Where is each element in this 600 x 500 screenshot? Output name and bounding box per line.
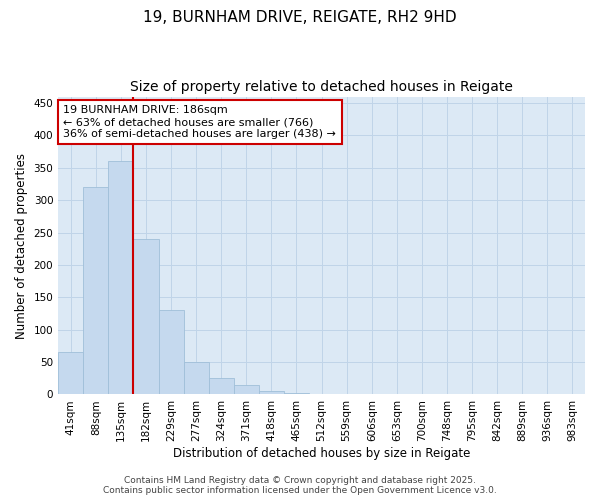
Bar bbox=[83, 187, 109, 394]
Bar bbox=[259, 391, 284, 394]
Bar bbox=[284, 393, 309, 394]
Bar bbox=[58, 352, 83, 395]
Bar bbox=[158, 310, 184, 394]
Text: Contains HM Land Registry data © Crown copyright and database right 2025.
Contai: Contains HM Land Registry data © Crown c… bbox=[103, 476, 497, 495]
Text: 19 BURNHAM DRIVE: 186sqm
← 63% of detached houses are smaller (766)
36% of semi-: 19 BURNHAM DRIVE: 186sqm ← 63% of detach… bbox=[64, 106, 337, 138]
Bar bbox=[209, 378, 234, 394]
Text: 19, BURNHAM DRIVE, REIGATE, RH2 9HD: 19, BURNHAM DRIVE, REIGATE, RH2 9HD bbox=[143, 10, 457, 25]
Bar bbox=[133, 239, 158, 394]
Y-axis label: Number of detached properties: Number of detached properties bbox=[15, 152, 28, 338]
Bar bbox=[234, 386, 259, 394]
Bar bbox=[184, 362, 209, 394]
X-axis label: Distribution of detached houses by size in Reigate: Distribution of detached houses by size … bbox=[173, 447, 470, 460]
Bar bbox=[109, 162, 133, 394]
Title: Size of property relative to detached houses in Reigate: Size of property relative to detached ho… bbox=[130, 80, 513, 94]
